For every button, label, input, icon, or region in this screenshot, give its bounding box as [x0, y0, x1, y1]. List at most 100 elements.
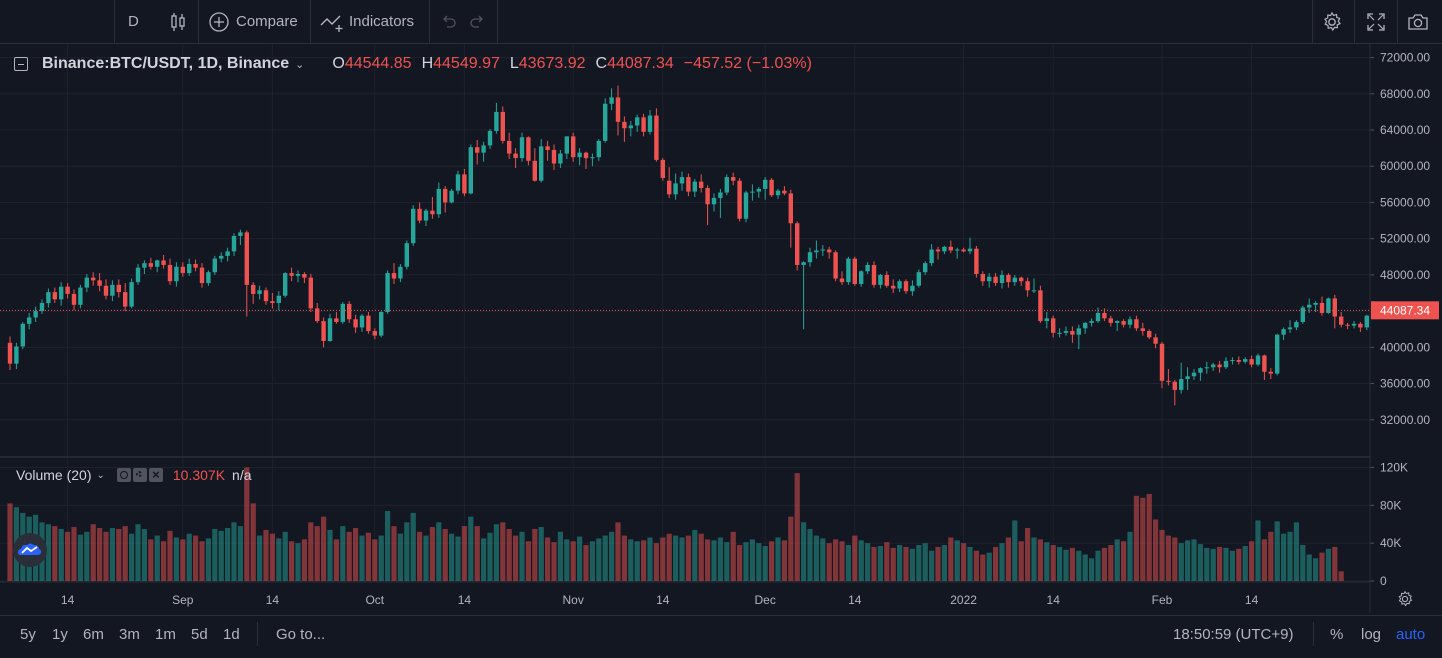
candle: [359, 313, 365, 332]
range-5y[interactable]: 5y: [20, 616, 36, 652]
candle-body: [59, 286, 64, 300]
candle-body: [225, 251, 230, 256]
snapshot-button[interactable]: [1404, 0, 1432, 43]
undo-button[interactable]: [436, 0, 460, 43]
candle: [545, 140, 550, 161]
candle-body: [116, 284, 121, 293]
volume-ma-value: n/a: [232, 467, 252, 483]
time-axis-settings-button[interactable]: [1394, 588, 1416, 610]
volume-bar: [455, 536, 461, 581]
fullscreen-button[interactable]: [1362, 0, 1390, 43]
toolbar-separator: [1354, 0, 1355, 43]
candle: [91, 272, 96, 286]
volume-bar: [7, 503, 13, 581]
candle: [679, 171, 685, 191]
volume-bar: [90, 524, 96, 581]
goto-button[interactable]: Go to...: [276, 616, 325, 652]
chevron-down-icon[interactable]: ⌄: [96, 469, 105, 481]
candle: [39, 299, 45, 314]
top-toolbar: D Compare Indicators: [0, 0, 1442, 44]
volume-bar: [1012, 520, 1018, 581]
candle: [180, 262, 185, 277]
range-1m[interactable]: 1m: [155, 616, 176, 652]
candle-body: [852, 258, 857, 284]
indicators-button[interactable]: Indicators: [320, 0, 414, 43]
volume-bar: [557, 531, 563, 581]
volume-bar: [65, 531, 71, 581]
candle-body: [987, 276, 992, 282]
range-5d[interactable]: 5d: [191, 616, 208, 652]
candles-layer: [7, 85, 1382, 406]
candle: [1070, 326, 1075, 343]
volume-bar: [525, 541, 531, 581]
candle-body: [731, 177, 736, 181]
gear-icon[interactable]: [132, 468, 147, 482]
candle-body: [481, 145, 486, 153]
volume-bar: [500, 522, 506, 581]
price-tick-label: 56000.00: [1380, 195, 1430, 209]
auto-toggle[interactable]: auto: [1396, 616, 1425, 652]
chart-type-button[interactable]: [164, 0, 192, 43]
candle: [532, 148, 537, 182]
candle-body: [475, 147, 480, 153]
candle-body: [558, 153, 563, 164]
range-6m[interactable]: 6m: [83, 616, 104, 652]
range-label: 1d: [223, 625, 240, 643]
candle-body: [1345, 324, 1350, 326]
candle-body: [1121, 321, 1126, 325]
eye-icon[interactable]: [116, 468, 131, 482]
log-toggle[interactable]: log: [1361, 616, 1381, 652]
candle-body: [756, 188, 761, 192]
volume-bar: [1185, 540, 1191, 581]
clock[interactable]: 18:50:59 (UTC+9): [1173, 616, 1293, 652]
candle-body: [462, 174, 467, 194]
candle: [135, 264, 141, 285]
volume-bar: [1159, 529, 1165, 581]
candle: [340, 302, 345, 324]
compare-button[interactable]: Compare: [208, 0, 298, 43]
close-icon[interactable]: ×: [148, 468, 163, 482]
collapse-icon[interactable]: [14, 57, 28, 71]
candle: [1268, 368, 1273, 380]
candle-body: [199, 267, 205, 284]
volume-bar: [372, 539, 378, 581]
volume-bar: [493, 524, 499, 581]
price-chart[interactable]: 72000.00 68000.00 64000.00 60000.00 56000.00…: [0, 0, 1442, 614]
volume-bar: [1069, 547, 1075, 581]
volume-bar: [436, 522, 442, 581]
candle-body: [436, 188, 441, 215]
volume-title[interactable]: Volume (20): [16, 467, 92, 483]
time-tick-label: 2022: [950, 593, 977, 607]
chart-grid: [0, 44, 1370, 582]
candle-body: [667, 180, 672, 195]
volume-bar: [417, 531, 423, 581]
candle: [999, 270, 1005, 289]
volume-bar: [487, 532, 493, 581]
candle-body: [1006, 274, 1011, 283]
candle-body: [1134, 319, 1139, 329]
percent-toggle[interactable]: %: [1330, 616, 1343, 652]
chevron-down-icon[interactable]: ⌄: [295, 58, 305, 71]
time-tick-label: Nov: [563, 593, 584, 607]
interval-button[interactable]: D: [128, 0, 139, 43]
settings-button[interactable]: [1318, 0, 1346, 43]
logo-badge[interactable]: [13, 533, 47, 567]
range-1y[interactable]: 1y: [52, 616, 68, 652]
candle-body: [1159, 343, 1165, 381]
range-3m[interactable]: 3m: [119, 616, 140, 652]
symbol-title[interactable]: Binance:BTC/USDT, 1D, Binance: [42, 55, 290, 72]
redo-button[interactable]: [466, 0, 490, 43]
candle: [871, 261, 877, 288]
candle-body: [827, 249, 832, 253]
candle-body: [1153, 337, 1158, 344]
candle: [212, 255, 217, 275]
gear-icon: [1398, 590, 1413, 607]
range-1d[interactable]: 1d: [223, 616, 240, 652]
candle: [910, 280, 915, 296]
candle: [1006, 273, 1011, 288]
candle-body: [167, 264, 173, 282]
candle: [315, 302, 320, 323]
candle-body: [14, 346, 19, 364]
volume-bar: [148, 539, 154, 581]
candle: [225, 247, 230, 262]
